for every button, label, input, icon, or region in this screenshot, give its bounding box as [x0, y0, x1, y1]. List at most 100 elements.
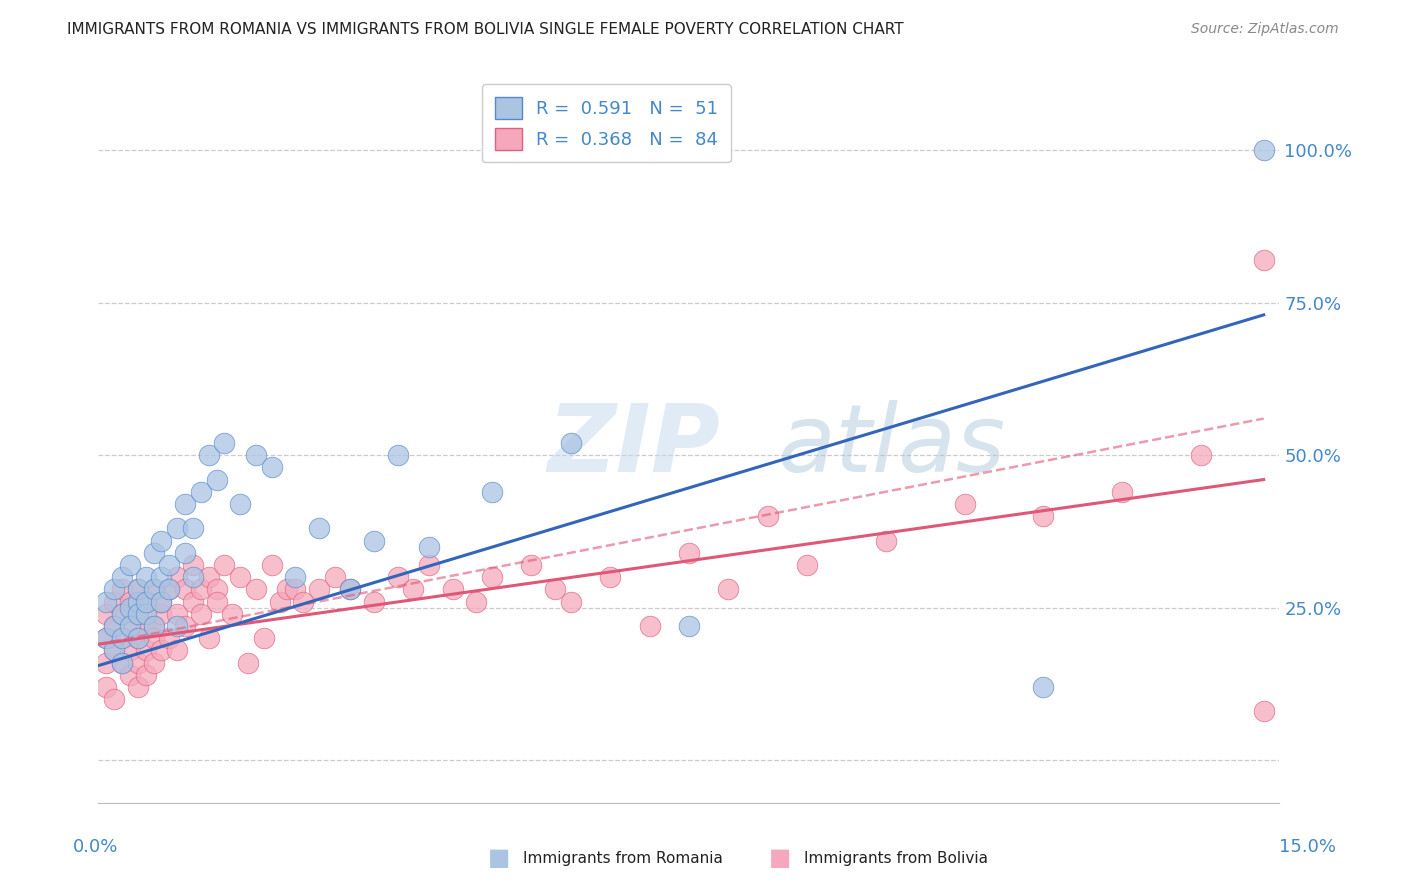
Point [127, 680, 149, 694]
Point [465, 594, 488, 608]
Point [135, 643, 157, 657]
Point [150, 594, 173, 608]
Point [560, 594, 582, 608]
Point [135, 594, 157, 608]
Point [190, 582, 212, 597]
Point [174, 497, 197, 511]
Point [118, 600, 141, 615]
Point [157, 582, 180, 597]
Point [111, 656, 134, 670]
Text: IMMIGRANTS FROM ROMANIA VS IMMIGRANTS FROM BOLIVIA SINGLE FEMALE POVERTY CORRELA: IMMIGRANTS FROM ROMANIA VS IMMIGRANTS FR… [67, 22, 904, 37]
Point [166, 521, 188, 535]
Text: Source: ZipAtlas.com: Source: ZipAtlas.com [1191, 22, 1339, 37]
Point [560, 436, 582, 450]
Text: 15.0%: 15.0% [1279, 838, 1336, 856]
Point [181, 570, 204, 584]
Point [111, 656, 134, 670]
Point [284, 582, 307, 597]
Point [118, 619, 141, 633]
Point [269, 594, 291, 608]
Text: ZIP: ZIP [547, 400, 720, 492]
Point [142, 619, 165, 633]
Point [181, 594, 204, 608]
Point [135, 619, 157, 633]
Text: Immigrants from Bolivia: Immigrants from Bolivia [804, 851, 988, 865]
Point [150, 533, 173, 548]
Point [166, 619, 188, 633]
Point [339, 582, 361, 597]
Point [127, 631, 149, 645]
Point [127, 607, 149, 621]
Text: ■: ■ [769, 847, 792, 870]
Point [229, 570, 252, 584]
Point [284, 570, 307, 584]
Point [253, 631, 276, 645]
Point [127, 594, 149, 608]
Point [142, 546, 165, 560]
Point [236, 656, 259, 670]
Point [323, 570, 346, 584]
Point [678, 546, 700, 560]
Text: 0.0%: 0.0% [73, 838, 118, 856]
Point [190, 607, 212, 621]
Point [229, 497, 252, 511]
Point [1032, 680, 1054, 694]
Point [205, 473, 228, 487]
Point [157, 582, 180, 597]
Point [363, 594, 385, 608]
Point [796, 558, 818, 572]
Point [96, 656, 118, 670]
Point [166, 607, 188, 621]
Point [363, 533, 385, 548]
Point [150, 607, 173, 621]
Point [127, 631, 149, 645]
Point [544, 582, 567, 597]
Point [214, 558, 236, 572]
Point [111, 582, 134, 597]
Point [1111, 484, 1133, 499]
Point [96, 607, 118, 621]
Point [166, 643, 188, 657]
Point [245, 448, 267, 462]
Point [402, 582, 425, 597]
Point [111, 631, 134, 645]
Point [174, 546, 197, 560]
Text: atlas: atlas [778, 401, 1005, 491]
Point [135, 570, 157, 584]
Point [308, 521, 330, 535]
Point [1253, 143, 1275, 157]
Point [103, 619, 125, 633]
Point [221, 607, 243, 621]
Point [96, 680, 118, 694]
Point [118, 619, 141, 633]
Point [441, 582, 464, 597]
Point [142, 631, 165, 645]
Point [127, 582, 149, 597]
Point [174, 619, 197, 633]
Point [190, 484, 212, 499]
Point [118, 667, 141, 681]
Point [197, 631, 219, 645]
Point [717, 582, 740, 597]
Point [181, 558, 204, 572]
Point [103, 582, 125, 597]
Point [157, 558, 180, 572]
Point [127, 582, 149, 597]
Point [157, 631, 180, 645]
Point [118, 558, 141, 572]
Point [166, 570, 188, 584]
Point [387, 570, 409, 584]
Point [260, 460, 283, 475]
Point [260, 558, 283, 572]
Point [127, 656, 149, 670]
Point [103, 643, 125, 657]
Point [103, 594, 125, 608]
Point [875, 533, 897, 548]
Point [142, 619, 165, 633]
Point [1189, 448, 1212, 462]
Legend: R =  0.591   N =  51, R =  0.368   N =  84: R = 0.591 N = 51, R = 0.368 N = 84 [482, 84, 731, 162]
Point [953, 497, 976, 511]
Point [1253, 704, 1275, 718]
Point [214, 436, 236, 450]
Point [276, 582, 298, 597]
